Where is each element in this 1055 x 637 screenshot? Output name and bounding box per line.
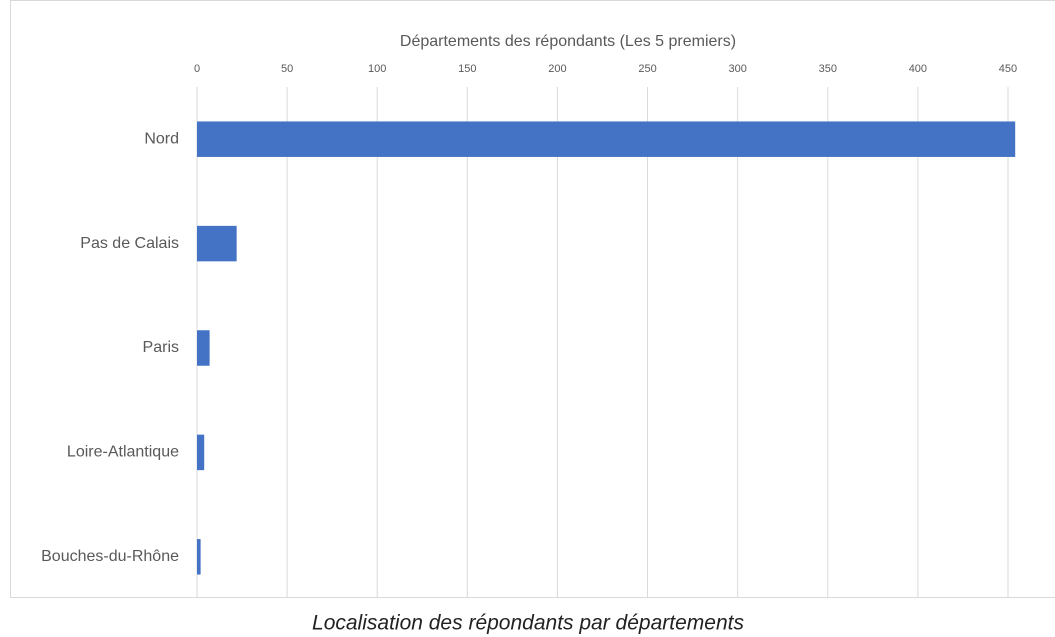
x-tick-label: 200 <box>548 63 566 75</box>
x-tick-label: 50 <box>281 63 293 75</box>
y-tick-label: Loire-Atlantique <box>67 444 179 461</box>
bar <box>197 225 237 262</box>
x-tick-label: 350 <box>819 63 837 75</box>
y-tick-label: Bouches-du-Rhône <box>41 548 179 565</box>
y-tick-label: Nord <box>144 130 179 147</box>
caption: Localisation des répondants par départem… <box>312 612 744 635</box>
x-tick-label: 150 <box>458 63 476 75</box>
bar <box>197 330 210 366</box>
x-tick-label: 250 <box>638 63 656 75</box>
y-tick-label: Paris <box>143 339 179 356</box>
x-tick-label: 400 <box>909 63 927 75</box>
chart-title: Départements des répondants (Les 5 premi… <box>400 33 736 50</box>
bar <box>197 434 205 471</box>
x-tick-label: 0 <box>194 63 200 75</box>
x-tick-label: 450 <box>999 63 1017 75</box>
y-tick-label: Pas de Calais <box>80 235 179 252</box>
bar <box>197 539 201 575</box>
x-tick-label: 100 <box>368 63 386 75</box>
x-tick-label: 300 <box>728 63 746 75</box>
bar <box>197 121 1016 157</box>
chart-frame <box>10 0 1055 598</box>
